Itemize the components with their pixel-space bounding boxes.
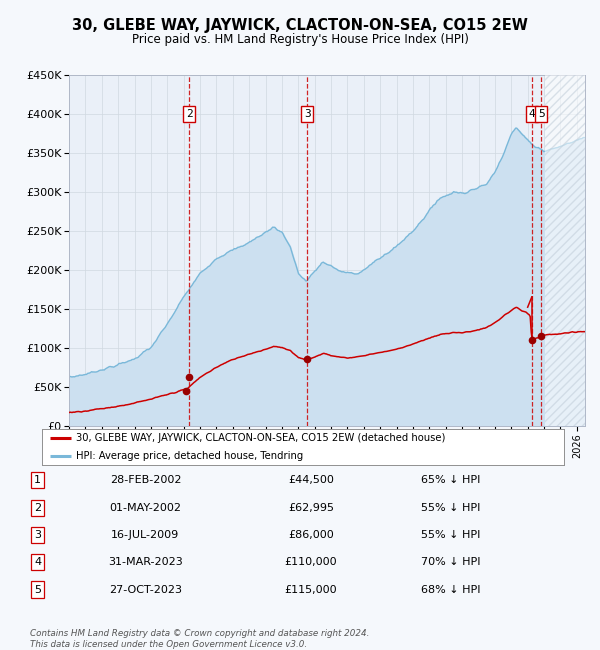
Text: 5: 5	[34, 584, 41, 595]
Text: HPI: Average price, detached house, Tendring: HPI: Average price, detached house, Tend…	[76, 451, 303, 461]
Text: 55% ↓ HPI: 55% ↓ HPI	[421, 502, 481, 513]
Text: 3: 3	[34, 530, 41, 540]
Text: 2: 2	[185, 109, 193, 119]
Text: £115,000: £115,000	[285, 584, 337, 595]
Text: 68% ↓ HPI: 68% ↓ HPI	[421, 584, 481, 595]
Text: 4: 4	[529, 109, 535, 119]
Text: 2: 2	[34, 502, 41, 513]
Text: 65% ↓ HPI: 65% ↓ HPI	[421, 475, 481, 486]
Text: 01-MAY-2002: 01-MAY-2002	[109, 502, 181, 513]
Text: 27-OCT-2023: 27-OCT-2023	[109, 584, 182, 595]
Text: 3: 3	[304, 109, 311, 119]
Text: 28-FEB-2002: 28-FEB-2002	[110, 475, 181, 486]
Text: 30, GLEBE WAY, JAYWICK, CLACTON-ON-SEA, CO15 2EW: 30, GLEBE WAY, JAYWICK, CLACTON-ON-SEA, …	[72, 18, 528, 33]
Text: 30, GLEBE WAY, JAYWICK, CLACTON-ON-SEA, CO15 2EW (detached house): 30, GLEBE WAY, JAYWICK, CLACTON-ON-SEA, …	[76, 433, 445, 443]
Text: Price paid vs. HM Land Registry's House Price Index (HPI): Price paid vs. HM Land Registry's House …	[131, 32, 469, 46]
Text: £62,995: £62,995	[288, 502, 334, 513]
Text: 55% ↓ HPI: 55% ↓ HPI	[421, 530, 481, 540]
Text: 16-JUL-2009: 16-JUL-2009	[112, 530, 179, 540]
Text: £110,000: £110,000	[285, 557, 337, 567]
Text: £44,500: £44,500	[288, 475, 334, 486]
Text: 1: 1	[34, 475, 41, 486]
Text: 31-MAR-2023: 31-MAR-2023	[108, 557, 183, 567]
Text: Contains HM Land Registry data © Crown copyright and database right 2024.
This d: Contains HM Land Registry data © Crown c…	[30, 629, 370, 649]
Text: 4: 4	[34, 557, 41, 567]
Text: £86,000: £86,000	[288, 530, 334, 540]
Text: 70% ↓ HPI: 70% ↓ HPI	[421, 557, 481, 567]
Text: 5: 5	[538, 109, 545, 119]
